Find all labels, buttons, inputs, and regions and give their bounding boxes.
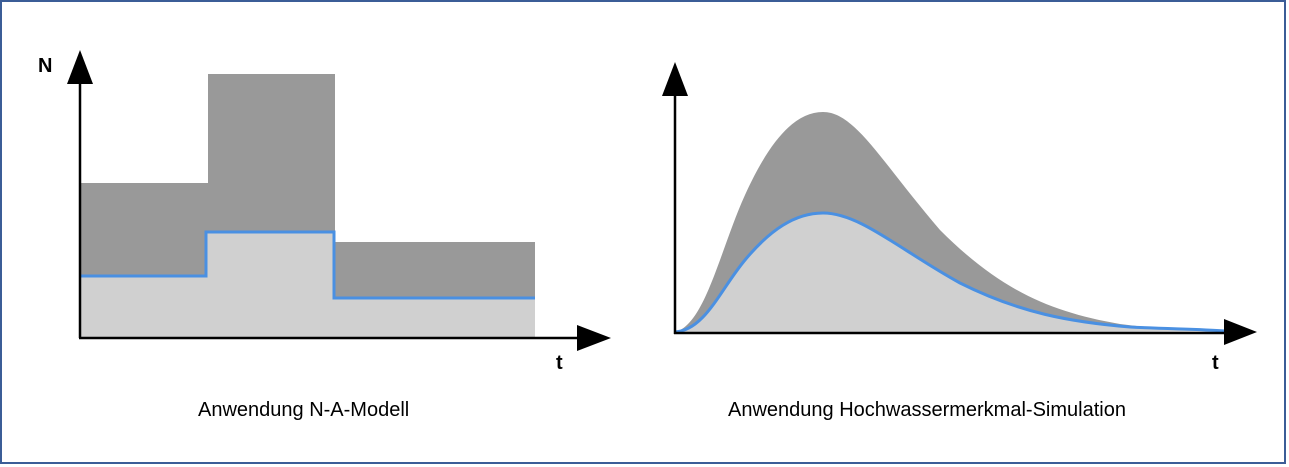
right-hydrograph-line — [674, 211, 1226, 334]
right-x-axis-arrow — [1224, 319, 1257, 345]
left-x-axis-arrow — [577, 325, 611, 351]
left-upper-step-area — [80, 74, 535, 337]
left-lower-step-area — [80, 232, 535, 337]
right-caption: Anwendung Hochwassermerkmal-Simulation — [728, 399, 1126, 421]
left-step-line — [80, 230, 535, 300]
right-panel: t Anwendung Hochwassermerkmal-Simulation — [662, 62, 1257, 421]
right-lower-hydrograph-area — [675, 213, 1225, 333]
left-y-axis-label: N — [38, 55, 52, 77]
right-x-axis-label: t — [1212, 352, 1219, 374]
left-panel: N t Anwendung N-A-Modell — [38, 50, 611, 421]
left-y-axis-arrow — [67, 50, 93, 84]
left-caption: Anwendung N-A-Modell — [198, 399, 409, 421]
left-x-axis-label: t — [556, 352, 563, 374]
right-y-axis-arrow — [662, 62, 688, 96]
